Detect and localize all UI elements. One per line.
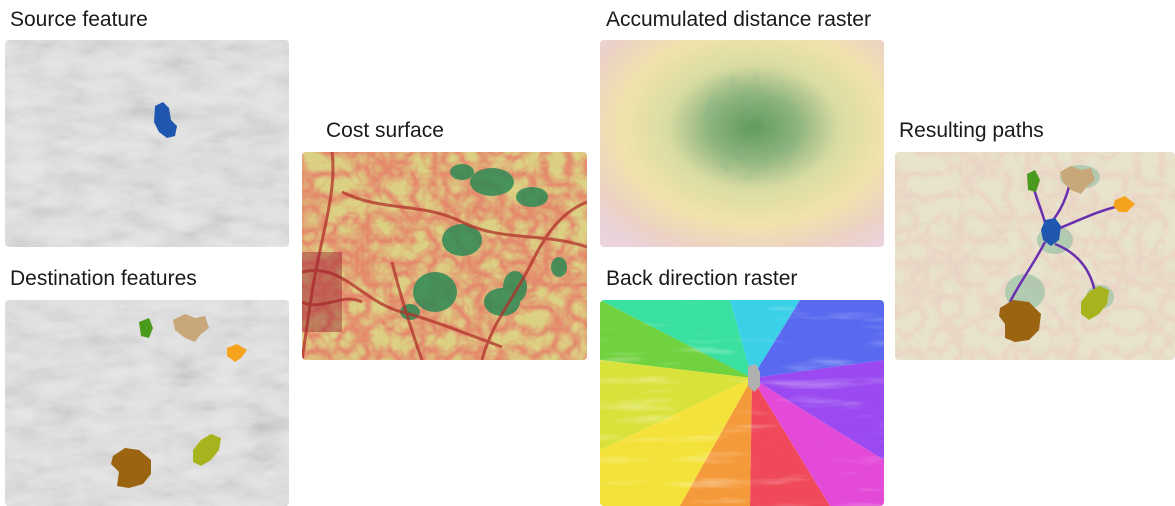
accumulated-distance-map (600, 40, 884, 247)
destination-features-label: Destination features (10, 267, 197, 290)
accumulated-distance-label: Accumulated distance raster (606, 8, 871, 31)
back-direction-label: Back direction raster (606, 267, 798, 290)
cost-high-corridors (302, 152, 587, 360)
destination-orange-shape (1113, 196, 1135, 212)
cost-surface-label: Cost surface (326, 119, 444, 142)
destination-olive-shape (193, 434, 221, 466)
source-cell-shape (748, 364, 760, 392)
destination-features-map (5, 300, 289, 506)
destination-green-shape (1027, 170, 1040, 192)
destination-orange-shape (227, 344, 247, 362)
source-feature-shape (154, 102, 177, 138)
source-feature-shape (1041, 218, 1061, 246)
destination-olive-shape (1081, 286, 1109, 320)
destination-brown-shape (111, 448, 151, 488)
destination-brown-shape (999, 300, 1041, 342)
destination-tan-shape (173, 314, 209, 342)
cost-surface-map (302, 152, 587, 360)
destination-tan-shape (1060, 166, 1095, 194)
destination-green-shape (139, 318, 153, 338)
resulting-paths-map (895, 152, 1175, 360)
cost-low-areas (400, 164, 567, 320)
back-direction-map (600, 300, 884, 506)
resulting-paths-label: Resulting paths (899, 119, 1044, 142)
source-feature-label: Source feature (10, 8, 148, 31)
source-feature-map (5, 40, 289, 247)
